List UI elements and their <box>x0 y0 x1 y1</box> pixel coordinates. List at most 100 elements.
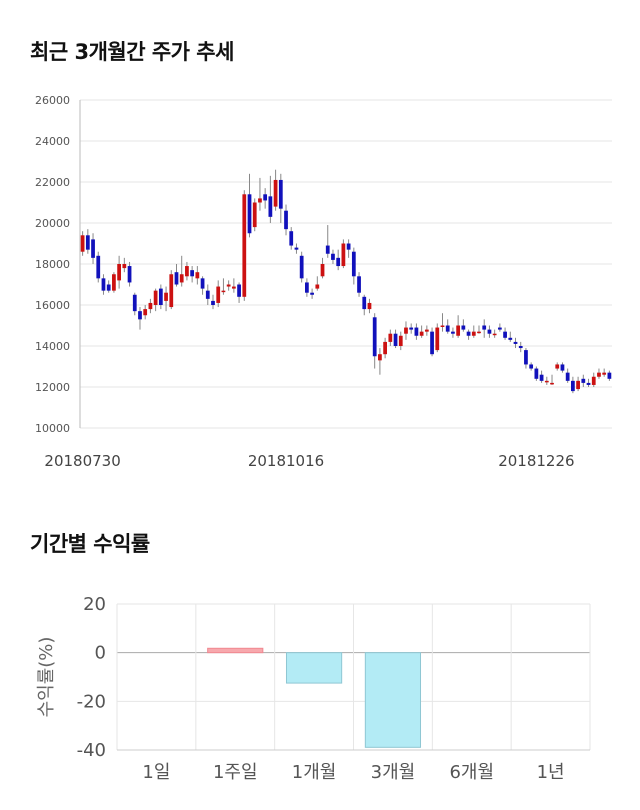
candle-body <box>424 329 429 332</box>
candle-body <box>456 325 461 336</box>
price-y-tick-label: 26000 <box>35 94 70 107</box>
candle-body <box>237 284 241 297</box>
candle-body <box>378 354 382 361</box>
candle-body <box>252 202 257 228</box>
candle-body <box>179 274 184 283</box>
candle-body <box>158 288 163 305</box>
price-candle <box>388 329 393 346</box>
returns-bars <box>207 647 422 748</box>
price-candle <box>560 362 565 373</box>
candle-body <box>258 198 262 203</box>
price-y-tick-label: 18000 <box>35 258 70 271</box>
candle-body <box>132 294 137 312</box>
candle-body <box>91 239 95 258</box>
price-candle <box>351 247 356 285</box>
price-candle <box>325 225 330 258</box>
candle-body <box>127 266 132 283</box>
candle-body <box>231 286 236 289</box>
returns-y-tick-label: 20 <box>83 594 106 615</box>
candle-body <box>221 290 226 293</box>
price-candle <box>555 362 560 371</box>
candle-body <box>185 266 189 277</box>
price-candle <box>346 239 351 258</box>
price-candle <box>106 280 111 293</box>
price-candle <box>320 257 325 279</box>
price-candle <box>445 319 450 334</box>
price-candlestick-chart: 10000 12000 14000 16000 18000 20000 22000 24000… <box>35 94 612 470</box>
price-trend-title: 최근 3개월간 주가 추세 <box>30 40 234 64</box>
price-candle <box>174 264 179 287</box>
returns-x-tick-label: 6개월 <box>449 762 494 783</box>
price-candle <box>252 198 257 232</box>
candle-body <box>581 378 586 383</box>
returns-y-tick-label: 0 <box>95 643 106 664</box>
candle-body <box>138 311 142 320</box>
returns-bar <box>364 652 422 748</box>
price-candle <box>258 177 262 211</box>
price-candle <box>378 348 382 375</box>
price-candle <box>205 284 210 305</box>
candle-body <box>372 317 377 357</box>
price-candle <box>362 294 367 316</box>
candle-body <box>164 292 168 301</box>
price-candle <box>211 294 215 310</box>
candle-body <box>112 274 116 291</box>
price-candle <box>393 329 398 349</box>
price-candle <box>85 229 90 254</box>
price-candle <box>576 376 580 392</box>
price-grid <box>80 99 612 429</box>
candle-body <box>351 251 356 277</box>
price-candle <box>571 376 575 394</box>
candle-body <box>362 296 367 310</box>
candle-body <box>96 255 101 279</box>
price-candle <box>200 276 205 295</box>
candle-body <box>310 292 314 295</box>
candle-body <box>586 382 591 385</box>
candle-body <box>278 179 283 209</box>
candle-body <box>299 255 304 279</box>
candle-body <box>419 331 424 336</box>
price-candle <box>477 325 481 334</box>
price-candle <box>544 376 549 385</box>
price-candle <box>534 366 539 381</box>
price-candle <box>190 266 195 283</box>
price-candle <box>138 307 142 330</box>
price-x-ticks: 20180730 20181016 20181226 <box>44 452 574 470</box>
price-candle <box>487 325 492 338</box>
price-candle <box>148 298 153 314</box>
price-candle <box>367 298 372 314</box>
candle-body <box>205 290 210 299</box>
price-candle <box>471 325 476 338</box>
price-candle <box>550 374 554 385</box>
candle-body <box>336 257 341 267</box>
price-candle <box>278 173 283 223</box>
candle-body <box>174 272 179 285</box>
price-candle <box>305 278 309 297</box>
candle-body <box>487 329 492 334</box>
price-candle <box>169 270 174 310</box>
price-candle <box>461 319 466 332</box>
price-candle <box>263 188 268 209</box>
candle-body <box>263 194 268 201</box>
candle-body <box>471 331 476 336</box>
price-candle <box>216 280 221 308</box>
candle-body <box>294 247 299 250</box>
price-candle <box>451 327 455 338</box>
price-y-tick-label: 22000 <box>35 176 70 189</box>
candle-body <box>508 337 513 340</box>
price-candle <box>289 227 294 250</box>
price-candle <box>482 319 487 338</box>
returns-x-tick-label: 1년 <box>537 762 565 783</box>
candle-body <box>85 235 90 250</box>
price-candle <box>91 233 95 264</box>
candle-body <box>529 364 534 369</box>
candle-body <box>305 282 309 293</box>
candle-body <box>409 327 414 330</box>
price-y-tick-label: 16000 <box>35 299 70 312</box>
price-candle <box>508 331 513 342</box>
price-candle <box>602 368 607 377</box>
candle-body <box>461 325 466 330</box>
candle-body <box>367 302 372 310</box>
price-candle <box>273 169 278 211</box>
price-candle <box>112 272 116 293</box>
